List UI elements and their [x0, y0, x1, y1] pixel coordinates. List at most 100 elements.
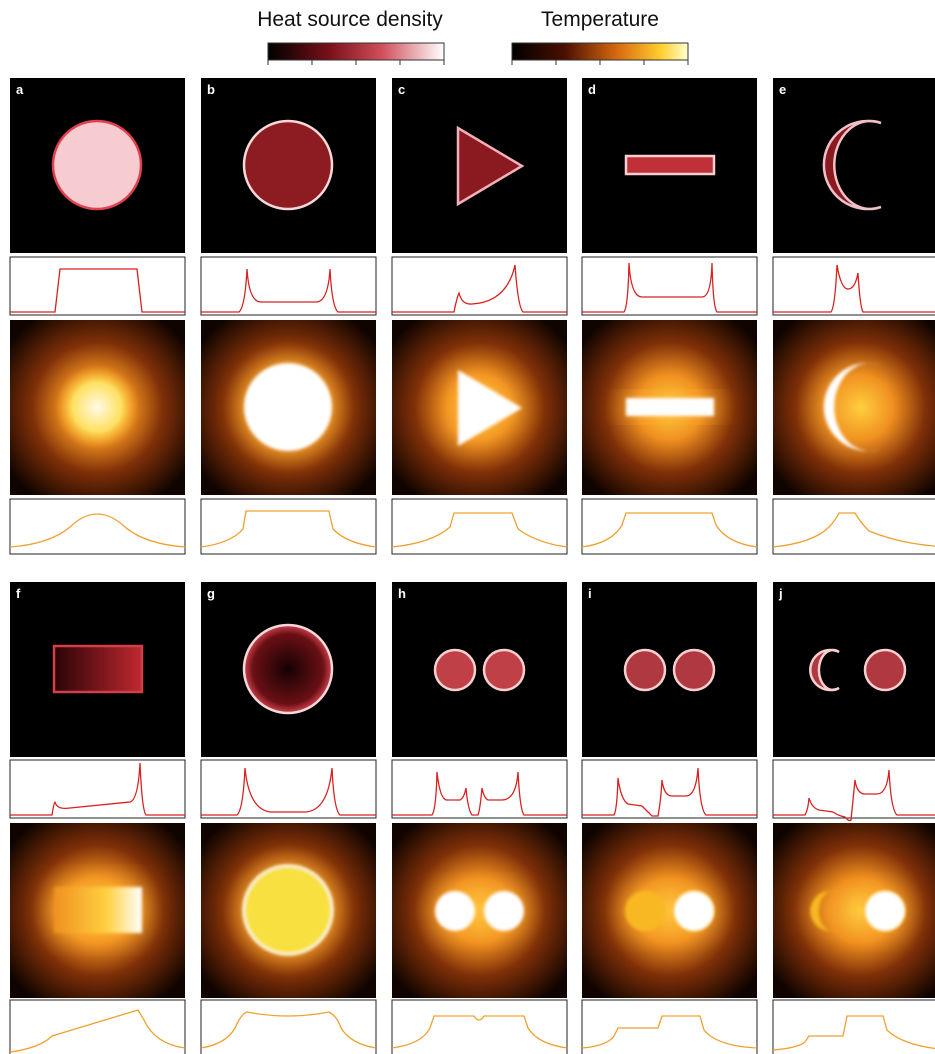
heat-profile [581, 256, 758, 316]
profile-curve [772, 1015, 935, 1051]
profile-curve [200, 510, 377, 548]
profile-curve [772, 512, 935, 548]
frame [581, 759, 758, 819]
heat-map: d [582, 78, 757, 253]
colorbar [511, 42, 689, 61]
temperature-profile [581, 498, 758, 555]
background [773, 582, 935, 757]
heat-profile [9, 256, 186, 316]
temperature-map [201, 320, 376, 495]
profile-curve [392, 264, 567, 313]
profile-curve [773, 769, 935, 822]
temperature-map [392, 823, 567, 998]
profile-curve [582, 262, 757, 313]
frame [581, 999, 758, 1054]
hot-shape [674, 891, 714, 931]
frame [9, 498, 186, 555]
profile-curve [773, 264, 935, 313]
hot-shape [865, 891, 905, 931]
heat-shape [52, 644, 144, 694]
hot-shape [54, 887, 142, 933]
temperature-profile [581, 999, 758, 1054]
heat-profile [772, 759, 935, 822]
profile-curve [201, 268, 376, 313]
heat-shape [623, 648, 716, 692]
heat-shape [242, 623, 334, 715]
panel-label: h [398, 586, 406, 601]
heat-map: f [10, 582, 185, 757]
background [582, 582, 757, 757]
frame [9, 759, 186, 819]
temperature-map [582, 823, 757, 998]
frame [200, 256, 377, 316]
colorbar-title: Temperature [541, 8, 659, 31]
temperature-map [10, 823, 185, 998]
heat-profile [391, 256, 568, 316]
background [392, 823, 567, 998]
frame [581, 498, 758, 555]
hot-shape [626, 398, 714, 416]
temperature-profile [772, 498, 935, 555]
heat-profile [391, 759, 568, 819]
heat-map: b [201, 78, 376, 253]
temperature-profile [9, 999, 186, 1054]
panel-label: d [588, 82, 596, 97]
frame [200, 999, 377, 1054]
frame [200, 759, 377, 819]
background [582, 823, 757, 998]
frame [391, 498, 568, 555]
profile-curve [201, 767, 376, 816]
temperature-profile [9, 498, 186, 555]
profile-curve [9, 1009, 186, 1053]
temperature-map [201, 823, 376, 998]
frame [581, 256, 758, 316]
heat-profile [772, 256, 935, 316]
hot-core [27, 337, 167, 477]
heat-shape [242, 119, 334, 211]
panel-label: g [207, 586, 215, 601]
hot-shape [458, 370, 522, 446]
frame [391, 256, 568, 316]
heat-shape [809, 648, 907, 692]
heat-profile [581, 759, 758, 819]
profile-curve [581, 512, 758, 548]
heat-profile [9, 759, 186, 819]
profile-curve [391, 1015, 568, 1049]
profile-curve [392, 771, 567, 816]
profile-curve [9, 513, 186, 548]
heat-shape [433, 648, 526, 692]
temperature-map [582, 320, 757, 495]
colorbar [267, 42, 445, 61]
heat-map: a [10, 78, 185, 253]
temperature-profile [391, 498, 568, 555]
temperature-map [773, 320, 935, 495]
panel-label: j [778, 586, 783, 601]
temperature-profile [391, 999, 568, 1054]
frame [772, 498, 935, 555]
frame [391, 999, 568, 1054]
temperature-profile [772, 999, 935, 1054]
profile-curve [10, 762, 185, 816]
temperature-map [10, 320, 185, 495]
frame [9, 256, 186, 316]
profile-curve [391, 512, 568, 548]
heat-profile [200, 759, 377, 819]
panel-label: f [16, 586, 21, 601]
panels: a b c d e f g h i j [9, 78, 935, 1054]
profile-curve [582, 767, 757, 817]
background [773, 320, 935, 495]
hot-shape [435, 891, 524, 931]
panel-label: b [207, 82, 215, 97]
profile-curve [200, 1011, 377, 1049]
heat-map: i [582, 582, 757, 757]
heat-map: j [773, 582, 935, 757]
profile-curve [10, 268, 185, 313]
heat-shape [51, 119, 143, 211]
heat-shape [456, 125, 525, 207]
hot-shape [244, 866, 332, 954]
rim [242, 864, 334, 956]
heat-map: e [773, 78, 935, 253]
colorbar-title: Heat source density [257, 8, 443, 31]
frame [200, 498, 377, 555]
